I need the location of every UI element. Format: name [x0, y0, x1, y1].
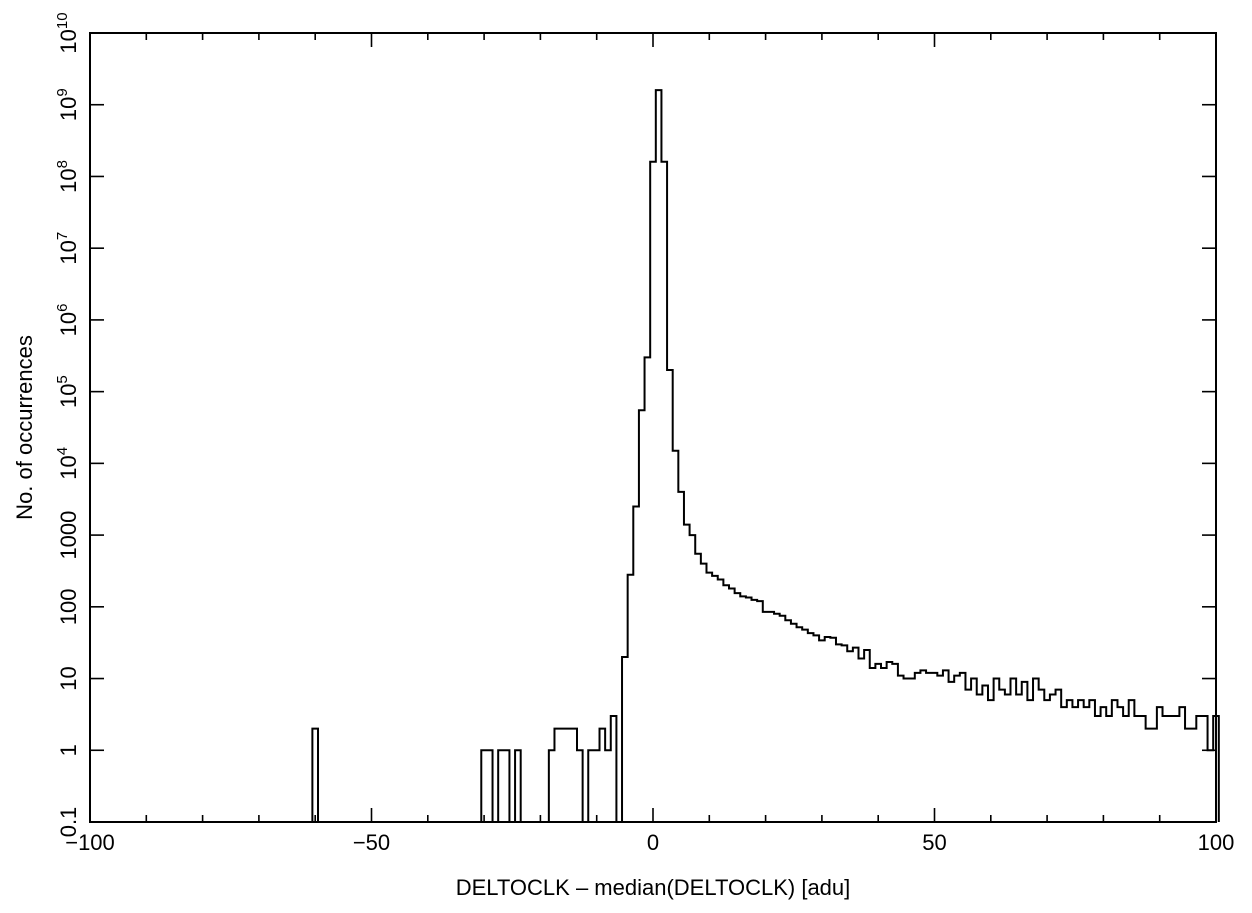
y-tick-label: 107: [54, 232, 81, 265]
y-axis-title: No. of occurrences: [12, 335, 37, 520]
y-tick-label: 0.1: [56, 807, 81, 838]
y-tick-label: 105: [54, 375, 81, 408]
plot-frame: [89, 32, 1217, 823]
y-axis-tick-labels: 0.1 1 10 100 1000 104 105 106 107 108 109 1010: [54, 12, 81, 837]
x-tick-label: −100: [65, 830, 115, 855]
y-tick-label: 106: [54, 303, 81, 336]
y-tick-label: 10: [56, 666, 81, 690]
y-tick-label: 108: [54, 160, 81, 193]
y-axis-ticks: [90, 32, 1216, 823]
y-tick-label: 104: [54, 447, 81, 480]
x-tick-label: −50: [353, 830, 390, 855]
histogram-series: [311, 89, 1220, 822]
y-tick-label: 1010: [54, 12, 81, 53]
x-axis-ticks: [89, 33, 1217, 822]
y-tick-label: 109: [54, 88, 81, 121]
x-axis-tick-labels: −100 −50 0 50 100: [65, 830, 1234, 855]
y-tick-label: 1000: [56, 511, 81, 560]
y-tick-label: 1: [56, 744, 81, 756]
x-axis-title: DELTOCLK – median(DELTOCLK) [adu]: [456, 875, 851, 900]
x-tick-label: 0: [647, 830, 659, 855]
y-tick-label: 100: [56, 588, 81, 625]
x-tick-label: 50: [922, 830, 946, 855]
x-tick-label: 100: [1198, 830, 1235, 855]
